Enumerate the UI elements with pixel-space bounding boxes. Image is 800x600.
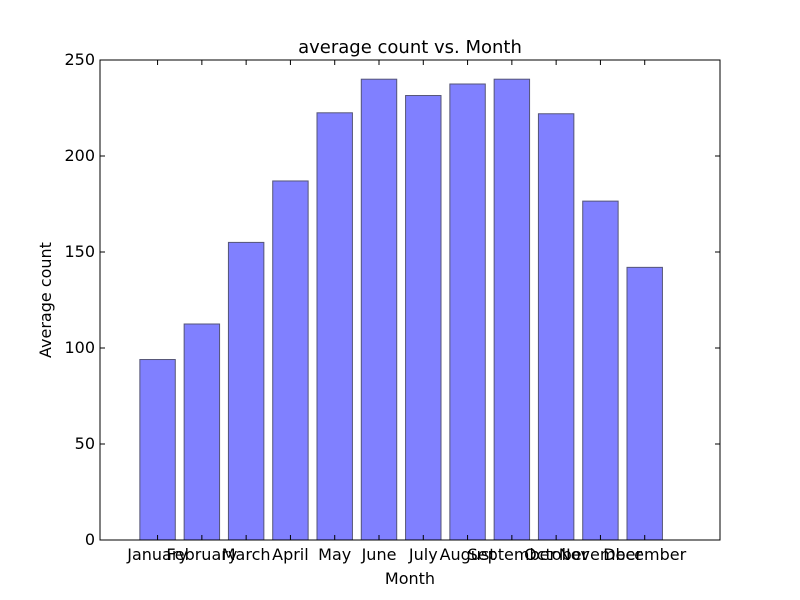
y-tick-label: 150 — [64, 242, 95, 261]
x-tick-label-april: April — [272, 545, 309, 564]
y-tick-label: 200 — [64, 146, 95, 165]
y-tick-label: 250 — [64, 50, 95, 69]
y-tick-label: 50 — [75, 434, 95, 453]
bar-december — [626, 266, 663, 541]
x-tick-label-september: September — [468, 545, 557, 564]
x-tick-label-august: August — [440, 545, 496, 564]
x-tick-label-february: February — [166, 545, 237, 564]
bar-june — [360, 78, 398, 541]
x-tick-label-december: December — [603, 545, 686, 564]
bar-may — [316, 112, 353, 541]
bar-march — [227, 241, 265, 541]
bar-january — [139, 359, 176, 541]
x-tick-label-november: November — [559, 545, 643, 564]
bar-november — [582, 200, 619, 541]
y-tick-label: 0 — [85, 530, 95, 549]
plot-frame — [99, 59, 721, 541]
y-tick-label: 100 — [64, 338, 95, 357]
y-axis-label: Average count — [36, 242, 55, 358]
bar-april — [272, 180, 309, 541]
x-axis-label: Month — [385, 569, 435, 588]
bar-july — [405, 95, 442, 541]
x-tick-label-may: May — [318, 545, 351, 564]
x-tick-label-july: July — [408, 545, 438, 564]
x-tick-label-june: June — [361, 545, 397, 564]
chart-title: average count vs. Month — [298, 37, 522, 58]
x-tick-label-october: October — [524, 545, 588, 564]
y-axis-ticks: 0 50 100 150 200 250 — [64, 50, 720, 549]
bar-september — [493, 78, 531, 541]
bar-october — [537, 113, 575, 541]
x-tick-label-january: January — [126, 545, 188, 564]
bar-february — [183, 323, 221, 541]
x-tick-label-march: March — [222, 545, 271, 564]
bar-august — [449, 83, 486, 541]
bar-series — [139, 78, 663, 541]
